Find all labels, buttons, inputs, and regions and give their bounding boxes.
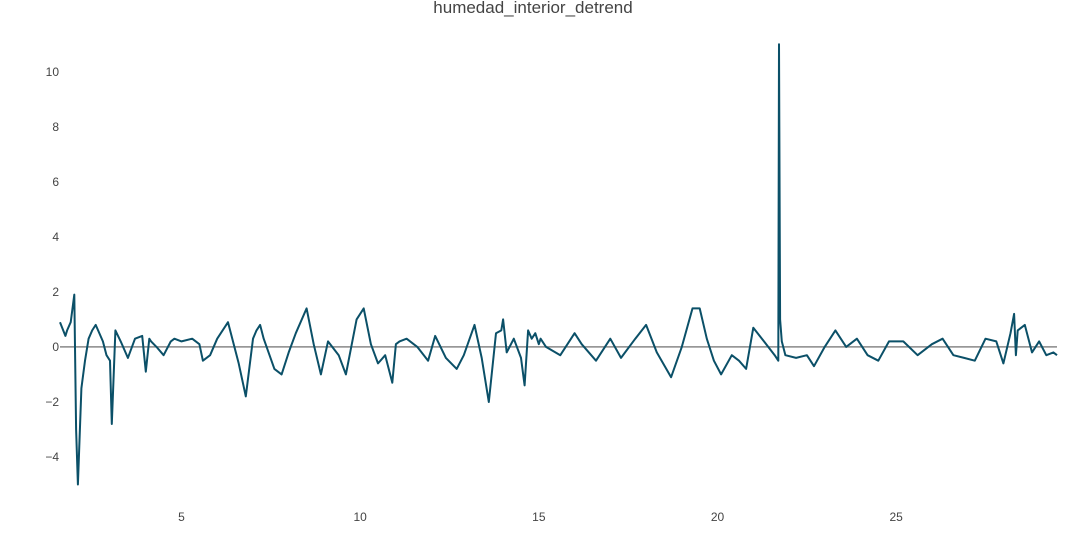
series-line-0 <box>59 43 1058 486</box>
y-tick-label: −4 <box>45 450 59 464</box>
y-axis: −4 −2 0 2 4 6 8 10 <box>45 65 59 464</box>
x-tick-label: 15 <box>532 510 546 524</box>
y-tick-label: 2 <box>52 285 59 299</box>
y-tick-label: 0 <box>52 340 59 354</box>
chart-title: humedad_interior_detrend <box>433 0 632 17</box>
x-axis: 5 10 15 20 25 <box>178 510 903 524</box>
x-tick-label: 25 <box>890 510 904 524</box>
y-tick-label: −2 <box>45 395 59 409</box>
x-tick-label: 20 <box>711 510 725 524</box>
y-tick-label: 6 <box>52 175 59 189</box>
y-tick-label: 8 <box>52 120 59 134</box>
x-tick-label: 5 <box>178 510 185 524</box>
plot-area <box>59 43 1058 486</box>
x-tick-label: 10 <box>353 510 367 524</box>
y-tick-label: 10 <box>46 65 60 79</box>
y-tick-label: 4 <box>52 230 59 244</box>
